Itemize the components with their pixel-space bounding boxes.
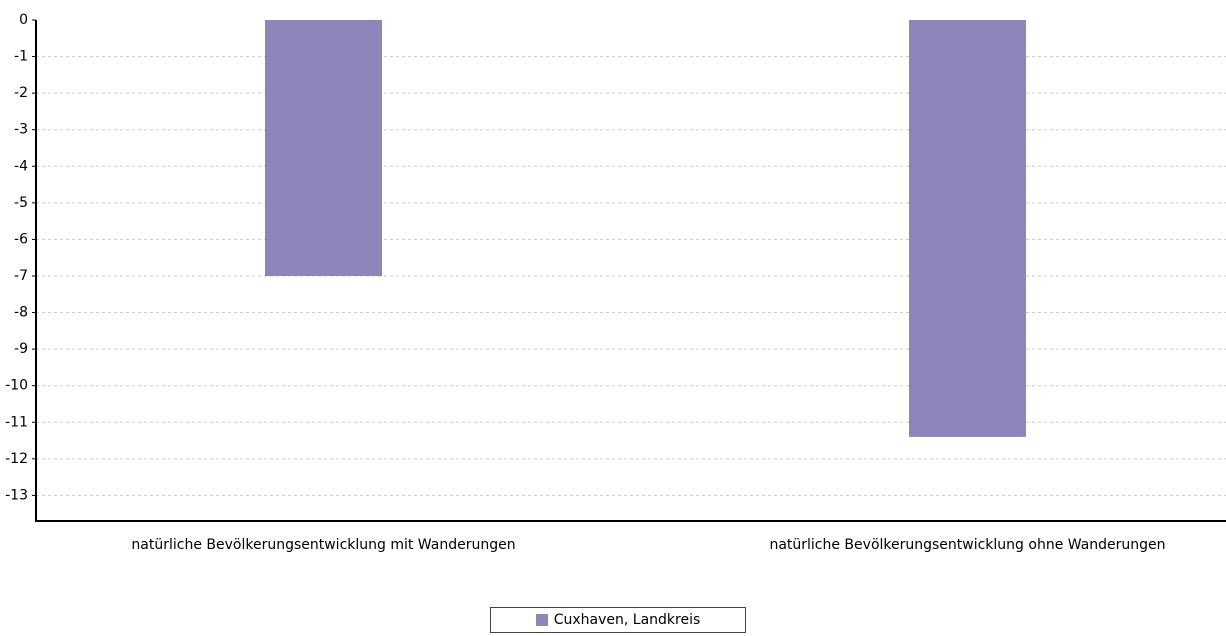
y-tick-label: -8	[14, 305, 28, 321]
y-tick-label: -4	[14, 158, 28, 174]
chart: 0 -1 -2 -3 -4 -5 -6 -7 -8 -9 -10 -11 -12 -13	[5, 12, 1226, 522]
x-tick-label: natürliche Bevölkerungsentwicklung mit W…	[131, 537, 516, 553]
y-tick-label: -12	[5, 451, 28, 467]
y-tick-label: -5	[14, 195, 28, 211]
y-tick-label: -13	[5, 487, 28, 503]
y-tick-label: -6	[14, 231, 28, 247]
bar	[909, 20, 1026, 437]
y-tick-label: -2	[14, 85, 28, 101]
y-tick-label: -1	[14, 49, 28, 65]
bar	[265, 20, 382, 276]
y-tick-label: -9	[14, 341, 28, 357]
y-tick-label: -7	[14, 268, 28, 284]
legend: Cuxhaven, Landkreis	[490, 607, 746, 633]
y-tick-label: -11	[5, 414, 28, 430]
y-tick-label: 0	[19, 12, 28, 28]
legend-label: Cuxhaven, Landkreis	[553, 612, 701, 628]
legend-swatch	[535, 614, 548, 626]
y-tick-label: -10	[5, 378, 28, 394]
x-tick-label: natürliche Bevölkerungsentwicklung ohne …	[769, 537, 1166, 553]
y-tick-label: -3	[14, 122, 28, 138]
